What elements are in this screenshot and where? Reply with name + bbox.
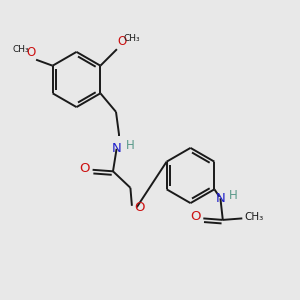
Text: O: O — [190, 210, 200, 224]
Text: CH₃: CH₃ — [12, 45, 29, 54]
Text: O: O — [26, 46, 35, 59]
Text: N: N — [112, 142, 122, 155]
Text: H: H — [229, 189, 238, 202]
Text: CH₃: CH₃ — [124, 34, 140, 43]
Text: H: H — [126, 139, 135, 152]
Text: CH₃: CH₃ — [245, 212, 264, 223]
Text: O: O — [134, 201, 145, 214]
Text: N: N — [215, 192, 225, 205]
Text: O: O — [79, 162, 90, 175]
Text: O: O — [118, 35, 127, 48]
